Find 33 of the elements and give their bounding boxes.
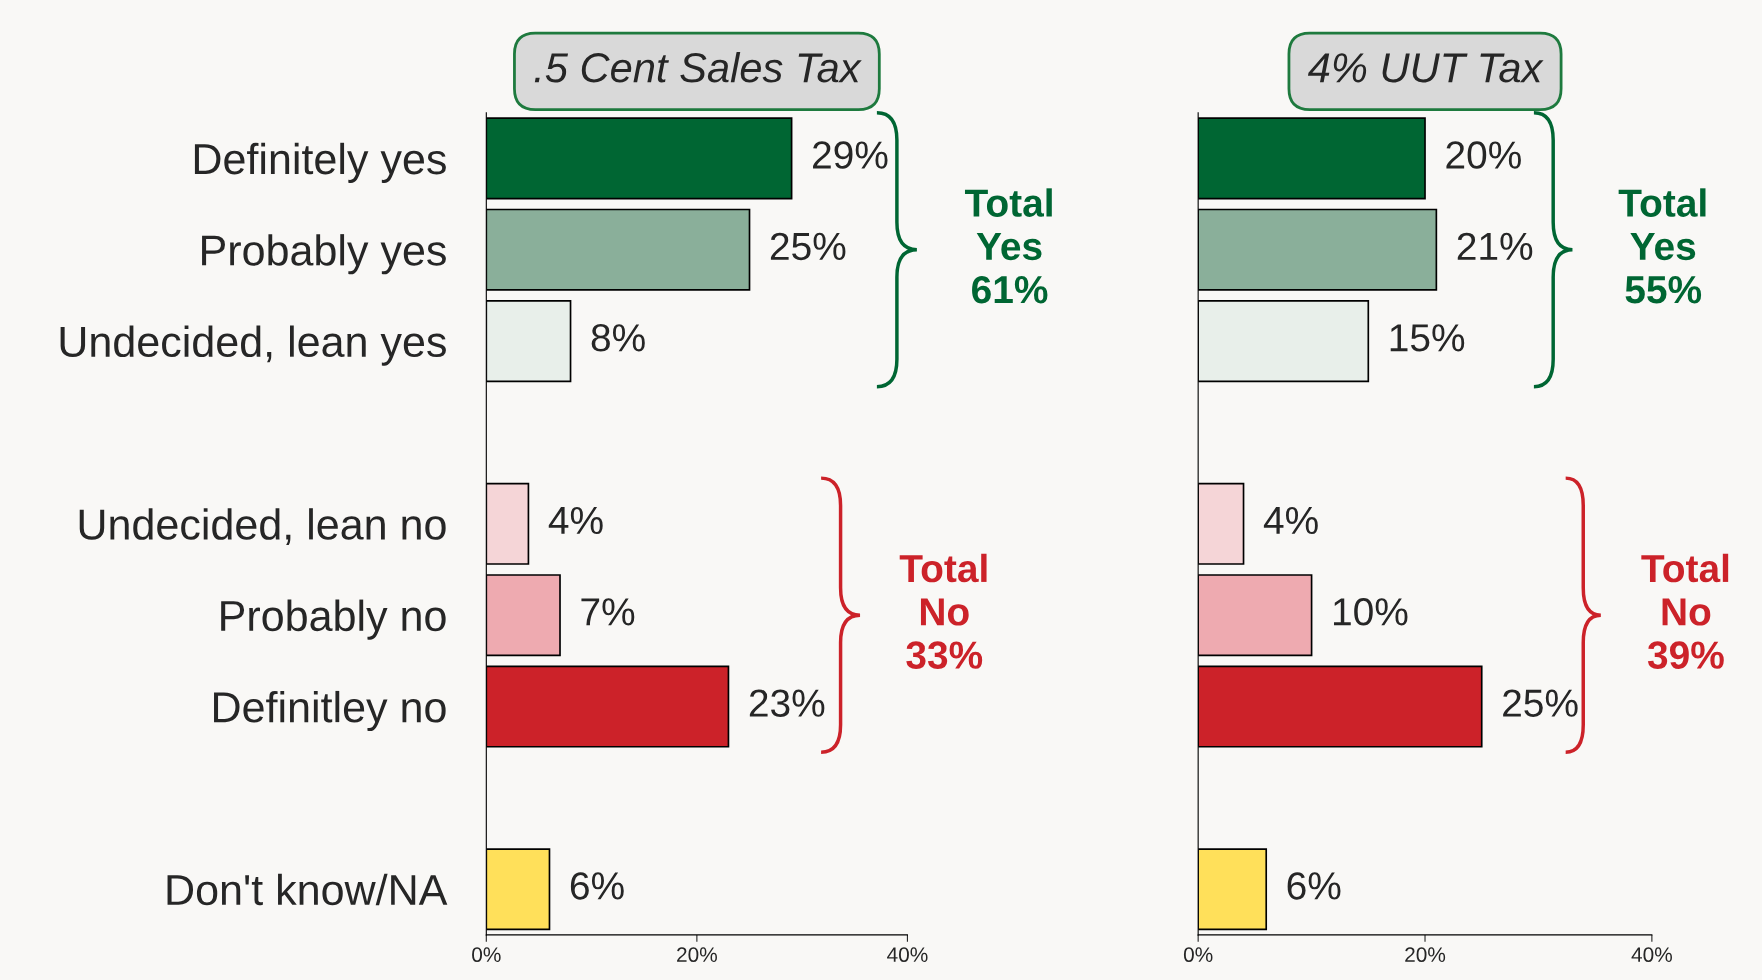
data-label: 7% bbox=[581, 598, 635, 626]
data-label: 20% bbox=[1446, 141, 1521, 169]
data-label: 6% bbox=[1287, 872, 1341, 900]
data-label: 21% bbox=[1457, 232, 1533, 261]
data-label: 29% bbox=[813, 141, 888, 169]
data-label: 10% bbox=[1334, 598, 1408, 626]
x-tick-label: 20% bbox=[1405, 947, 1446, 963]
data-label: 25% bbox=[770, 232, 846, 261]
y-tick-label: Probably yes bbox=[202, 234, 446, 275]
y-tick-label: Definitely yes bbox=[194, 142, 446, 183]
text: Total Yes 61% bbox=[964, 188, 1052, 304]
x-tick-label: 20% bbox=[677, 947, 717, 963]
chart-title: .5 Cent Sales Tax bbox=[534, 51, 862, 83]
y-tick-label: Undecided, lean no bbox=[79, 508, 446, 545]
chart-title: 4% UUT Tax bbox=[1307, 53, 1544, 83]
x-tick-label: 0% bbox=[472, 947, 501, 963]
data-label: 25% bbox=[1503, 689, 1578, 717]
x-tick-label: 0% bbox=[1183, 947, 1213, 963]
y-tick-label: Probably no bbox=[221, 599, 446, 640]
data-label: 23% bbox=[749, 689, 825, 717]
annotation: Total Yes 55% bbox=[1618, 188, 1706, 304]
data-label: 6% bbox=[570, 872, 624, 900]
data-label: 8% bbox=[591, 324, 645, 352]
annotation: Total No 39% bbox=[1641, 553, 1729, 669]
y-tick-label: Definitley no bbox=[214, 690, 446, 732]
annotation: Total No 33% bbox=[899, 553, 987, 669]
x-tick-label: 40% bbox=[887, 947, 928, 963]
data-label: 4% bbox=[1263, 506, 1318, 535]
data-label: 15% bbox=[1390, 324, 1465, 352]
x-tick-label: 40% bbox=[1631, 947, 1672, 963]
y-tick-label: Don't know/NA bbox=[167, 873, 448, 906]
y-tick-label: Undecided, lean yes bbox=[60, 325, 446, 366]
data-label: 4% bbox=[548, 506, 603, 535]
